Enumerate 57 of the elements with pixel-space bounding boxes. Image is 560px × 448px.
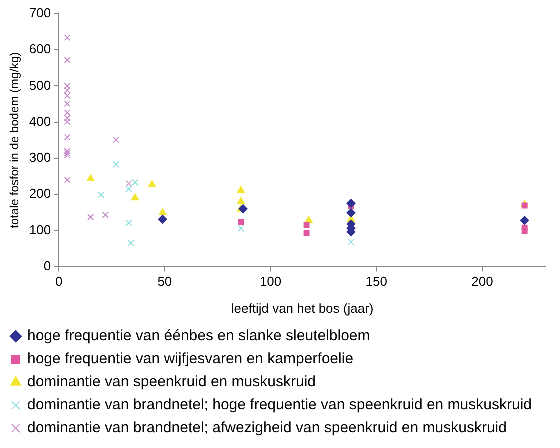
point [238, 225, 244, 232]
point [64, 34, 71, 42]
point [102, 212, 109, 218]
point [304, 222, 310, 228]
point [126, 186, 132, 192]
point [238, 204, 248, 214]
y-tick-label: 600 [29, 42, 52, 57]
legend-label: dominantie van brandnetel; afwezigheid van speenkruid en muskuskruid [28, 420, 507, 437]
point [64, 82, 71, 90]
point [304, 230, 310, 236]
point [64, 176, 71, 184]
point [112, 161, 120, 168]
point [64, 56, 71, 64]
point [131, 194, 140, 201]
legend-label: hoge frequentie van éénbes en slanke sleutelbloem [28, 328, 370, 345]
point [64, 150, 71, 157]
x-tick-label: 100 [260, 274, 282, 290]
x-axis-title: leeftijd van het bos (jaar) [231, 300, 374, 316]
point [126, 220, 132, 226]
y-axis-title: totale fosfor in de bodem (mg/kg) [8, 52, 22, 228]
point [348, 238, 355, 246]
x-tick-label: 200 [472, 274, 494, 290]
point [304, 216, 313, 224]
point [520, 216, 530, 226]
point [132, 179, 139, 186]
legend-label: dominantie van speenkruid en muskuskruid [28, 374, 316, 391]
point [88, 214, 94, 221]
point [346, 208, 356, 218]
point [158, 214, 168, 224]
x-tick-label: 0 [55, 274, 63, 290]
point [346, 199, 356, 208]
point [98, 192, 105, 198]
point [126, 180, 132, 188]
point [522, 202, 528, 209]
point [86, 174, 95, 182]
legend-label: hoge frequentie van wijfjesvaren en kamperfoelie [28, 350, 354, 368]
point [128, 240, 134, 247]
y-tick-label: 500 [29, 78, 52, 93]
point [112, 136, 120, 144]
point [158, 208, 167, 216]
point [237, 197, 246, 204]
point [64, 148, 71, 155]
legend-label: dominantie van brandnetel; hoge frequentie van speenkruid en muskuskruid [28, 396, 532, 414]
point [64, 134, 71, 141]
x-tick-label: 150 [366, 274, 388, 290]
point [64, 118, 71, 126]
y-tick-label: 300 [29, 150, 52, 166]
y-tick-label: 400 [29, 114, 52, 129]
y-tick-label: 200 [29, 186, 52, 202]
y-tick-label: 0 [44, 258, 52, 274]
point [238, 219, 244, 225]
point [522, 228, 528, 234]
point [148, 180, 156, 188]
x-tick-label: 50 [158, 274, 172, 290]
point [237, 186, 246, 194]
y-tick-label: 100 [29, 222, 52, 238]
y-tick-label: 700 [29, 6, 52, 21]
